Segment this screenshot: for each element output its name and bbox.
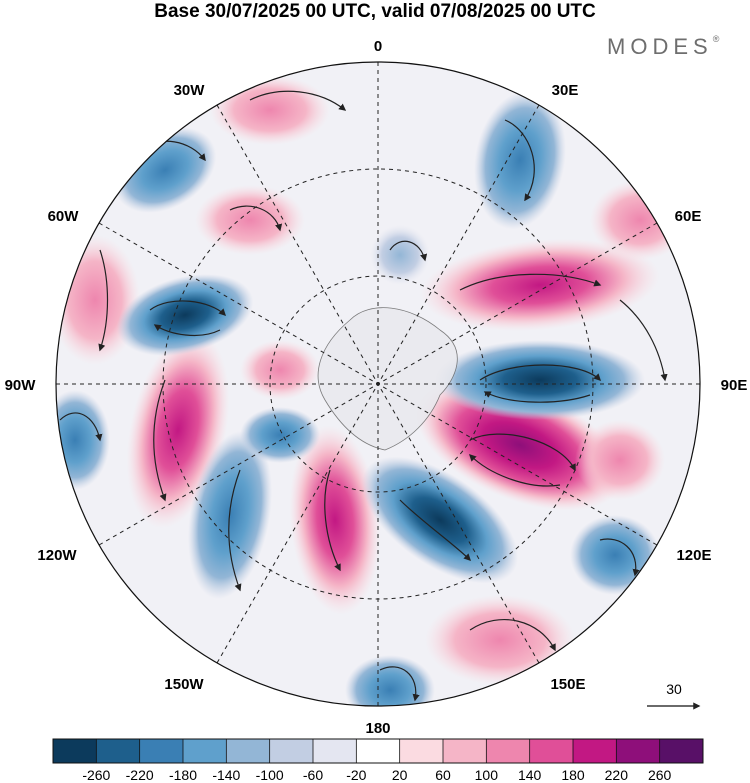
lon-label-120w: 120W [37,547,77,564]
lat-lon-grid [56,62,700,706]
colorbar-tick-label: 260 [648,767,672,783]
antarctica-outline [317,307,458,451]
colorbar-frame [52,738,704,764]
lon-label-150e: 150E [550,676,585,693]
colorbar-tick-label: 60 [435,767,451,783]
registered-mark: ® [712,34,720,44]
map-boundary [55,61,701,707]
colorbar-tick-label: 140 [518,767,542,783]
lon-label-30e: 30E [552,82,579,99]
modes-logo: MODES® [607,34,719,60]
colorbar-swatch [139,739,183,763]
colorbar-swatch [443,739,487,763]
colorbar-tick-label: -260 [82,767,110,783]
lon-label-0: 0 [374,38,382,55]
lon-label-90e: 90E [721,377,748,394]
colorbar-tick-label: -140 [212,767,240,783]
colorbar-tick-label: -60 [303,767,323,783]
colorbar-tick-label: 100 [475,767,499,783]
brand-name: MODES [607,34,713,59]
chart-title: Base 30/07/2025 00 UTC, valid 07/08/2025… [154,1,596,22]
colorbar-tick-label: -100 [256,767,284,783]
colorbar-swatch [529,739,573,763]
wind-vectors [59,90,668,702]
colorbar-swatch [659,739,703,763]
lon-label-30w: 30W [174,82,206,99]
colorbar-tick-label: 20 [392,767,408,783]
colorbar-swatch [313,739,357,763]
colorbar-swatch [183,739,227,763]
colorbar-swatch [96,739,140,763]
lon-label-150w: 150W [164,676,204,693]
colorbar-swatch [226,739,270,763]
lon-label-60w: 60W [48,208,80,225]
lon-label-90w: 90W [5,377,37,394]
colorbar-tick-label: 180 [561,767,585,783]
colorbar-swatch [269,739,313,763]
lon-label-120e: 120E [676,547,711,564]
colorbar-swatch [53,739,97,763]
colorbar-tick-label: 220 [605,767,629,783]
lon-label-180: 180 [365,720,390,737]
colorbar-swatch [486,739,530,763]
colorbar-tick-label: -220 [126,767,154,783]
colorbar-swatch [573,739,617,763]
colorbar-swatch [399,739,443,763]
colorbar-swatch [616,739,660,763]
colorbar-swatch [356,739,400,763]
reference-vector-label: 30 [666,681,682,697]
lon-label-60e: 60E [675,208,702,225]
colorbar: -260 -220 -180 -140 -100 -60 -20 20 60 100 140 180 2… [52,738,704,783]
colorbar-tick-label: -20 [346,767,366,783]
colorbar-tick-label: -180 [169,767,197,783]
